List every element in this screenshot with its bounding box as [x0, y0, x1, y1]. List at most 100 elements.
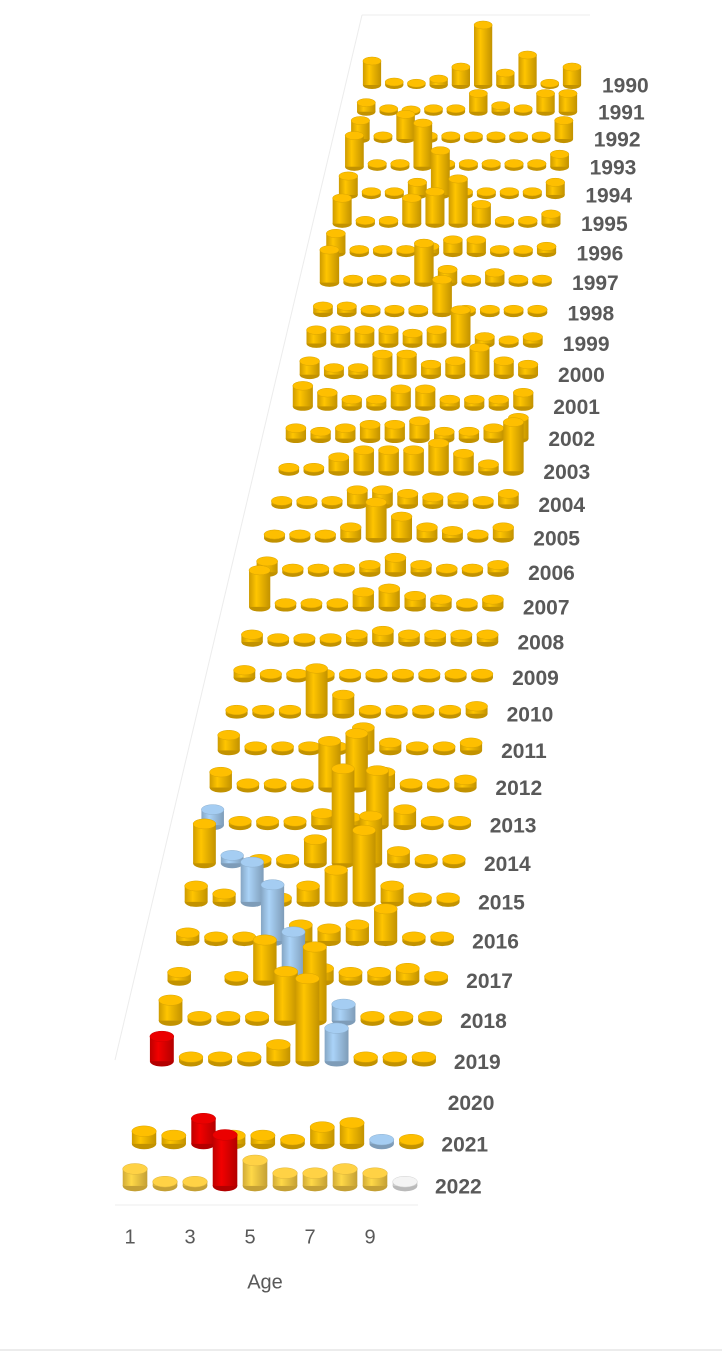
cylinder-top — [352, 824, 376, 836]
cylinder — [497, 488, 519, 509]
cylinder — [122, 1163, 148, 1192]
cylinder — [432, 275, 453, 318]
cylinder-top — [384, 77, 404, 87]
cylinder-top — [512, 387, 534, 398]
cylinder-body — [387, 851, 410, 864]
cylinder — [353, 1051, 378, 1067]
cylinder — [326, 598, 349, 612]
cylinder — [390, 511, 413, 543]
cylinder-top — [488, 394, 510, 405]
cylinder-body — [319, 249, 340, 283]
cylinder — [426, 325, 447, 348]
cylinder-top — [242, 1154, 268, 1167]
cylinder-top — [503, 304, 524, 315]
cylinder-top — [554, 116, 574, 125]
cylinder — [212, 1129, 238, 1192]
cylinder — [330, 325, 351, 348]
cylinder — [328, 452, 350, 476]
cylinder-top — [290, 778, 314, 789]
cylinder — [378, 583, 401, 612]
cylinder-top — [414, 854, 438, 865]
cylinder-top — [441, 131, 461, 141]
cylinder — [131, 1125, 157, 1150]
cylinder — [324, 1022, 349, 1067]
cylinder-top — [373, 903, 398, 915]
cylinder — [331, 998, 356, 1026]
cylinder-body — [562, 67, 582, 85]
cylinder-top — [345, 728, 369, 739]
cylinder — [355, 216, 376, 228]
cylinder — [397, 488, 419, 509]
cylinder-top — [233, 665, 256, 676]
cylinder-top — [263, 778, 287, 789]
cylinder — [450, 629, 473, 647]
cylinder-top — [504, 159, 524, 168]
cylinder-top — [191, 1112, 216, 1125]
cylinder-top — [424, 971, 449, 982]
cylinder — [405, 741, 429, 756]
cylinder — [356, 98, 376, 116]
cylinder — [502, 417, 524, 476]
x-tick-label: 9 — [364, 1226, 375, 1248]
cylinder-top — [296, 496, 318, 506]
cylinder-body — [403, 450, 424, 472]
cylinder-top — [367, 967, 392, 978]
cylinder-top — [384, 552, 407, 563]
cylinder — [513, 104, 533, 116]
cylinder-top — [362, 56, 382, 66]
cylinder — [292, 381, 314, 411]
cylinder-top — [371, 485, 394, 496]
cylinder — [476, 629, 499, 647]
cylinder — [517, 359, 539, 380]
cylinder — [273, 966, 298, 1026]
cylinder — [540, 78, 560, 90]
cylinder-top — [408, 304, 429, 315]
cylinder-top — [466, 235, 487, 245]
cylinder-body — [295, 978, 320, 1062]
cylinder-top — [558, 89, 578, 98]
cylinder — [161, 1129, 187, 1150]
cylinder-body — [471, 204, 491, 224]
cylinder-body — [428, 443, 449, 472]
cylinder-body — [339, 1122, 365, 1144]
cylinder-top — [479, 304, 500, 315]
cylinder — [512, 387, 534, 411]
cylinder — [298, 741, 321, 756]
cylinder-top — [161, 1129, 187, 1142]
cylinder — [354, 325, 375, 348]
cylinder — [263, 778, 287, 793]
cylinder-top — [241, 629, 264, 640]
cylinder — [334, 423, 356, 444]
cylinder-top — [384, 419, 406, 430]
cylinder-top — [412, 704, 435, 716]
cylinder — [384, 77, 404, 90]
cylinder-top — [371, 625, 394, 636]
cylinder-body — [212, 1134, 238, 1186]
cylinder — [303, 834, 327, 869]
cylinder-top — [184, 880, 208, 892]
cylinder-top — [469, 342, 490, 353]
cylinder-top — [545, 177, 566, 187]
cylinder — [276, 854, 300, 869]
cylinder — [242, 1154, 268, 1192]
cylinder — [479, 304, 500, 318]
cylinder-top — [310, 808, 334, 819]
cylinder — [414, 384, 436, 411]
cylinder-top — [473, 20, 493, 30]
cylinder — [295, 973, 320, 1067]
cylinder-top — [467, 529, 489, 540]
cylinder — [302, 1167, 328, 1192]
cylinder — [418, 1011, 443, 1026]
cylinder — [465, 701, 488, 719]
cylinder-top — [441, 526, 464, 536]
cylinder-body — [332, 694, 355, 714]
cylinder-top — [303, 462, 325, 473]
cylinder-body — [240, 862, 264, 902]
cylinder-top — [458, 159, 479, 168]
cylinder-top — [458, 426, 480, 437]
cylinder — [441, 131, 461, 144]
cylinder-top — [312, 301, 333, 311]
cylinder-top — [345, 629, 368, 640]
cylinder-body — [450, 309, 471, 344]
